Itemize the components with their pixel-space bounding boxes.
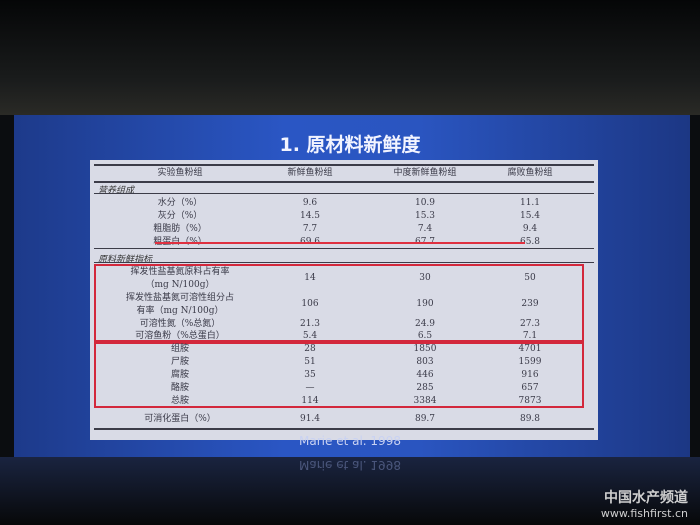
table-cell: 65.8 — [519, 237, 541, 247]
table-cell: 9.6 — [302, 198, 318, 208]
table-row: 尸胺 51 803 1599 — [90, 356, 598, 368]
table-cell: 可溶鱼粉（%总蛋白） — [135, 331, 225, 341]
ceiling-background — [0, 0, 700, 115]
table-cell: 6.5 — [417, 331, 433, 341]
table-row: 腐胺 35 446 916 — [90, 369, 598, 381]
table-bottom-rule — [94, 428, 594, 430]
table-cell: 239 — [521, 299, 539, 309]
header-cell: 中度新鲜鱼粉组 — [393, 168, 457, 178]
data-table: 实验鱼粉组 新鲜鱼粉组 中度新鲜鱼粉组 腐败鱼粉组 营养组成 原料新鲜指标 水分… — [90, 160, 598, 440]
table-cell: 7.7 — [302, 224, 318, 234]
slide-title: 1. 原材料新鲜度 — [279, 134, 421, 156]
table-cell: 89.8 — [519, 414, 541, 424]
header-cell: 腐败鱼粉组 — [507, 168, 553, 178]
table-cell: 89.7 — [414, 414, 436, 424]
table-cell: 10.9 — [414, 198, 436, 208]
table-row: 组胺 28 1850 4701 — [90, 343, 598, 355]
table-cell: 803 — [416, 357, 434, 367]
table-cell: 7.1 — [522, 331, 538, 341]
table-cell: 1599 — [518, 357, 542, 367]
table-cell: 1850 — [413, 344, 437, 354]
table-cell: 30 — [419, 273, 431, 283]
table-top-rule — [94, 164, 594, 166]
table-row: 可溶性氮（%总氮） 21.3 24.9 27.3 — [90, 318, 598, 330]
watermark-title: 中国水产频道 — [604, 490, 688, 506]
table-cell: 51 — [304, 357, 316, 367]
table-cell: — — [305, 383, 315, 393]
header-cell: 新鲜鱼粉组 — [287, 168, 333, 178]
table-cell: 酪胺 — [170, 383, 189, 393]
table-cell: 7873 — [518, 396, 542, 406]
table-cell: 21.3 — [299, 319, 321, 329]
highlight-box — [94, 264, 584, 344]
table-cell: 190 — [416, 299, 434, 309]
stage-floor — [0, 457, 700, 525]
table-row: 灰分（%） 14.5 15.3 15.4 — [90, 210, 598, 222]
table-cell: 27.3 — [519, 319, 541, 329]
table-row: 挥发性盐基氮原料占有率 （mg N/100g） 14 30 50 — [90, 266, 598, 292]
table-cell: 可溶性氮（%总氮） — [139, 319, 221, 329]
table-row: 水分（%） 9.6 10.9 11.1 — [90, 197, 598, 209]
watermark: 中国水产频道 www.fishfirst.cn — [601, 487, 688, 520]
section-rule — [94, 193, 594, 194]
table-row: 可溶鱼粉（%总蛋白） 5.4 6.5 7.1 — [90, 330, 598, 342]
table-header: 实验鱼粉组 新鲜鱼粉组 中度新鲜鱼粉组 腐败鱼粉组 — [90, 167, 598, 179]
table-row: 挥发性盐基氮可溶性组分占 有率（mg N/100g） 106 190 239 — [90, 292, 598, 318]
table-cell: 91.4 — [299, 414, 321, 424]
table-cell: 50 — [524, 273, 536, 283]
citation-reflection: Marie et al. 1998 — [299, 458, 401, 472]
table-row: 总胺 114 3384 7873 — [90, 395, 598, 407]
table-cell: 挥发性盐基氮可溶性组分占 — [125, 293, 234, 303]
table-cell: 9.4 — [522, 224, 538, 234]
table-cell: 7.4 — [417, 224, 433, 234]
table-cell: 446 — [416, 370, 434, 380]
table-cell: 24.9 — [414, 319, 436, 329]
table-cell: 可消化蛋白（%） — [144, 414, 216, 424]
table-row: 粗脂肪（%） 7.7 7.4 9.4 — [90, 223, 598, 235]
section-rule — [94, 262, 594, 263]
table-cell: 灰分（%） — [157, 211, 203, 221]
table-cell: 14 — [304, 273, 316, 283]
table-cell: 挥发性盐基氮原料占有率 — [130, 267, 230, 277]
table-cell: 15.3 — [414, 211, 436, 221]
table-cell: 粗脂肪（%） — [153, 224, 207, 234]
table-cell: 尸胺 — [170, 357, 189, 367]
table-cell: 114 — [301, 396, 319, 406]
table-cell: 5.4 — [302, 331, 318, 341]
header-cell: 实验鱼粉组 — [157, 168, 203, 178]
table-cell: 有率（mg N/100g） — [136, 306, 224, 316]
red-arrow-annotation — [155, 242, 525, 244]
table-cell: 4701 — [518, 344, 542, 354]
table-cell: 14.5 — [299, 211, 321, 221]
section-rule — [94, 248, 594, 249]
section-label: 原料新鲜指标 — [98, 255, 153, 265]
table-cell: 3384 — [413, 396, 437, 406]
table-row: 可消化蛋白（%） 91.4 89.7 89.8 — [90, 413, 598, 425]
table-cell: （mg N/100g） — [145, 280, 215, 290]
table-cell: 657 — [521, 383, 539, 393]
table-cell: 28 — [304, 344, 316, 354]
table-cell: 35 — [304, 370, 316, 380]
header-rule — [94, 181, 594, 183]
table-cell: 总胺 — [170, 396, 189, 406]
highlight-box — [94, 340, 584, 408]
table-cell: 腐胺 — [170, 370, 189, 380]
citation: Marie et al. 1998 — [299, 434, 401, 448]
table-cell: 285 — [416, 383, 434, 393]
section-label: 营养组成 — [98, 186, 135, 196]
table-cell: 水分（%） — [157, 198, 203, 208]
table-cell: 11.1 — [519, 198, 541, 208]
table-cell: 106 — [301, 299, 319, 309]
table-row: 酪胺 — 285 657 — [90, 382, 598, 394]
table-cell: 组胺 — [170, 344, 189, 354]
table-cell: 15.4 — [519, 211, 541, 221]
table-cell: 916 — [521, 370, 539, 380]
watermark-url: www.fishfirst.cn — [600, 507, 688, 520]
